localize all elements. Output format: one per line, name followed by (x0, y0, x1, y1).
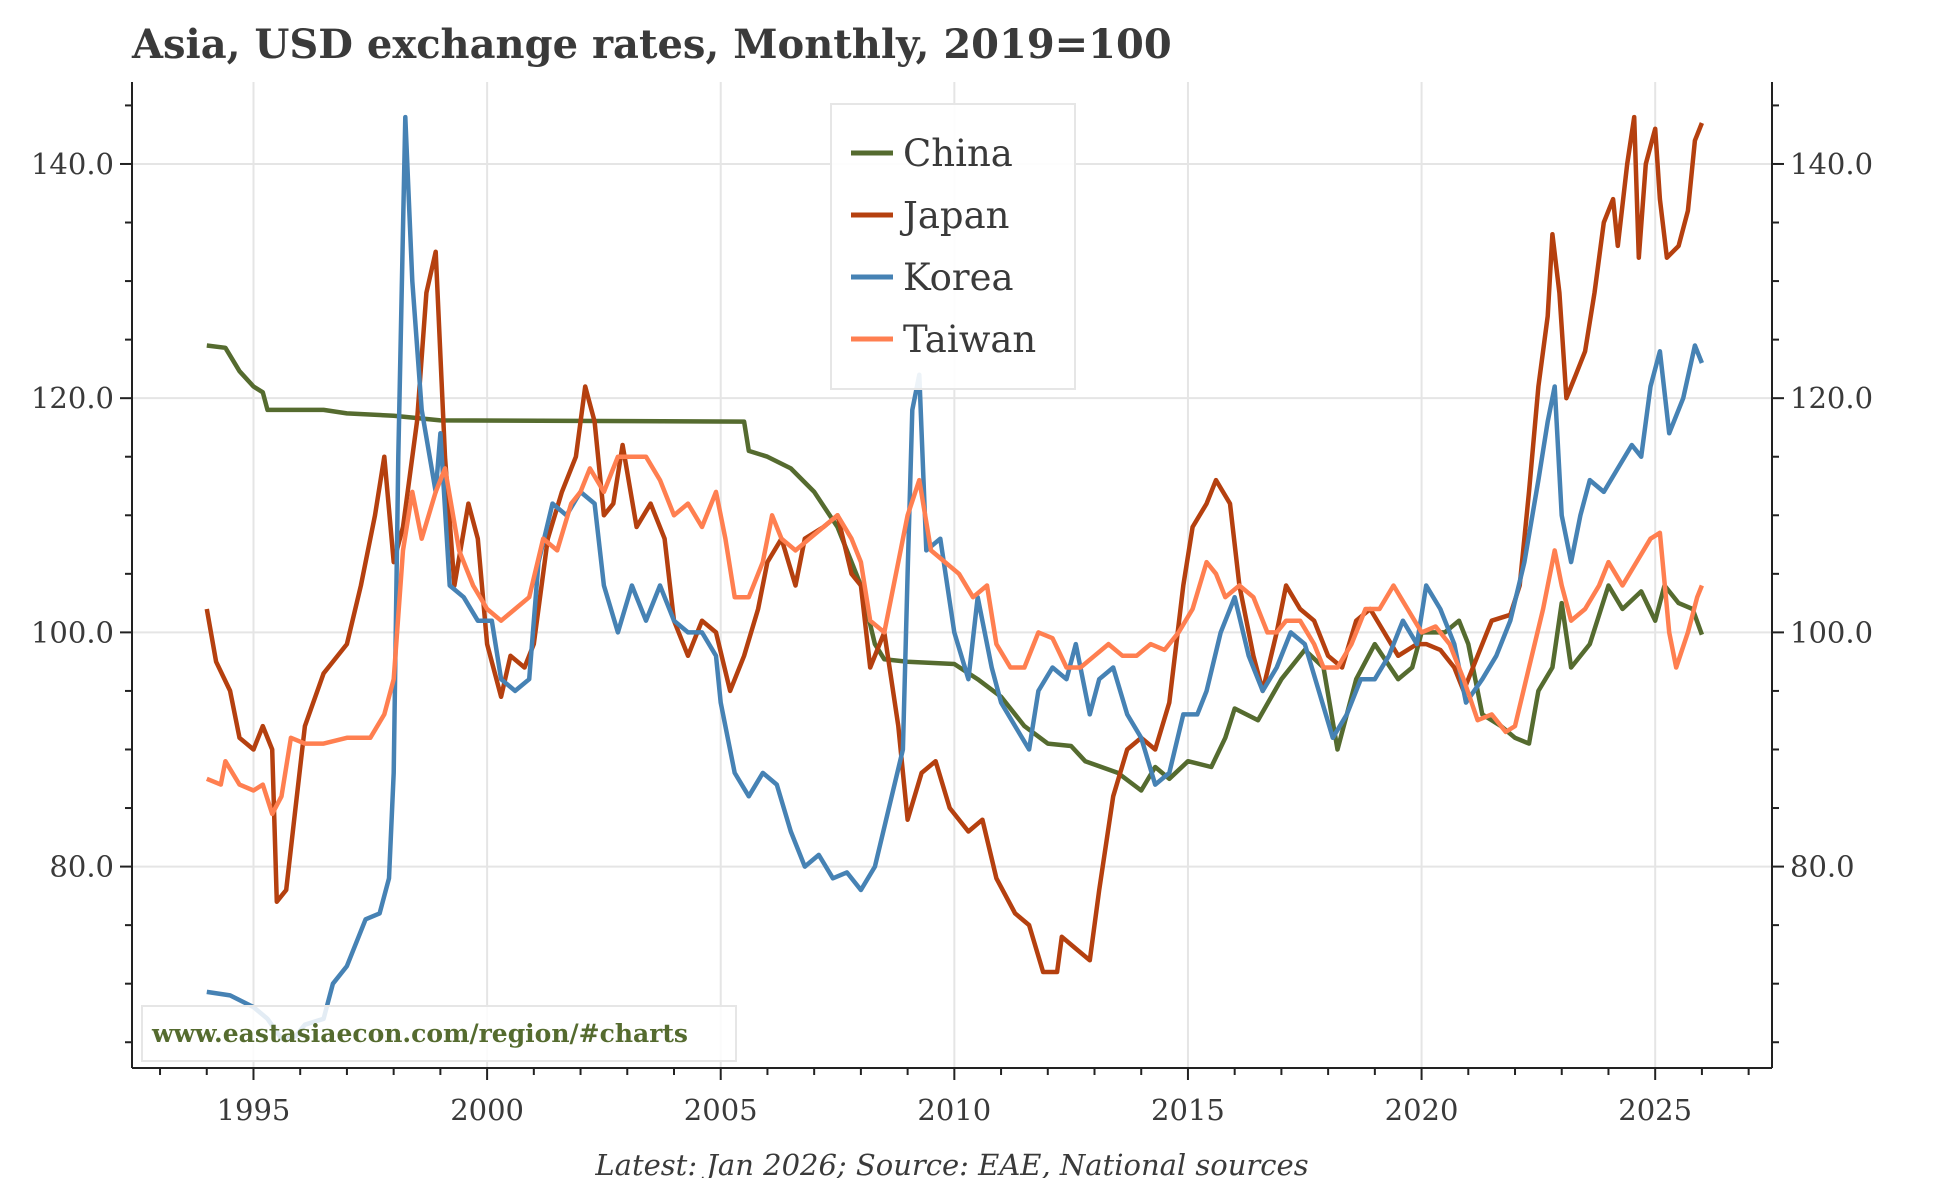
x-tick-label: 2000 (450, 1093, 524, 1127)
x-tick-label: 1995 (217, 1093, 291, 1127)
y-tick-label-right: 80.0 (1790, 850, 1855, 884)
chart-title: Asia, USD exchange rates, Monthly, 2019=… (131, 21, 1172, 68)
x-tick-label: 2005 (684, 1093, 758, 1127)
watermark: www.eastasiaecon.com/region/#charts (141, 1005, 737, 1062)
x-tick-label: 2025 (1618, 1093, 1692, 1127)
y-tick-label-right: 120.0 (1790, 381, 1873, 415)
series-lines (204, 114, 1705, 1041)
y-tick-label-left: 140.0 (31, 147, 114, 181)
legend: China Japan Korea Taiwan (830, 103, 1076, 390)
x-tick-label: 2015 (1151, 1093, 1225, 1127)
watermark-text: www.eastasiaecon.com/region/#charts (151, 1019, 688, 1048)
y-tick-label-right: 100.0 (1790, 615, 1873, 649)
legend-label-japan: Japan (899, 194, 1009, 237)
x-tick-label: 2010 (917, 1093, 991, 1127)
axes: 1995 2000 2005 2010 2015 2020 2025 80.0 80.0 100.… (31, 82, 1873, 1127)
chart-caption: Latest: Jan 2026; Source: EAE, National … (594, 1148, 1308, 1178)
y-tick-label-right: 140.0 (1790, 147, 1873, 181)
x-tick-label: 2020 (1385, 1093, 1459, 1127)
watermark-box (141, 1005, 737, 1062)
legend-label-china: China (903, 132, 1013, 175)
series-line-china (206, 343, 1705, 793)
series-line-taiwan (205, 454, 1704, 817)
y-tick-label-left: 120.0 (31, 381, 114, 415)
y-tick-label-left: 100.0 (31, 615, 114, 649)
legend-label-taiwan: Taiwan (903, 318, 1036, 361)
legend-label-korea: Korea (903, 256, 1014, 299)
y-tick-label-left: 80.0 (49, 850, 114, 884)
series-line-korea (206, 114, 1704, 1041)
